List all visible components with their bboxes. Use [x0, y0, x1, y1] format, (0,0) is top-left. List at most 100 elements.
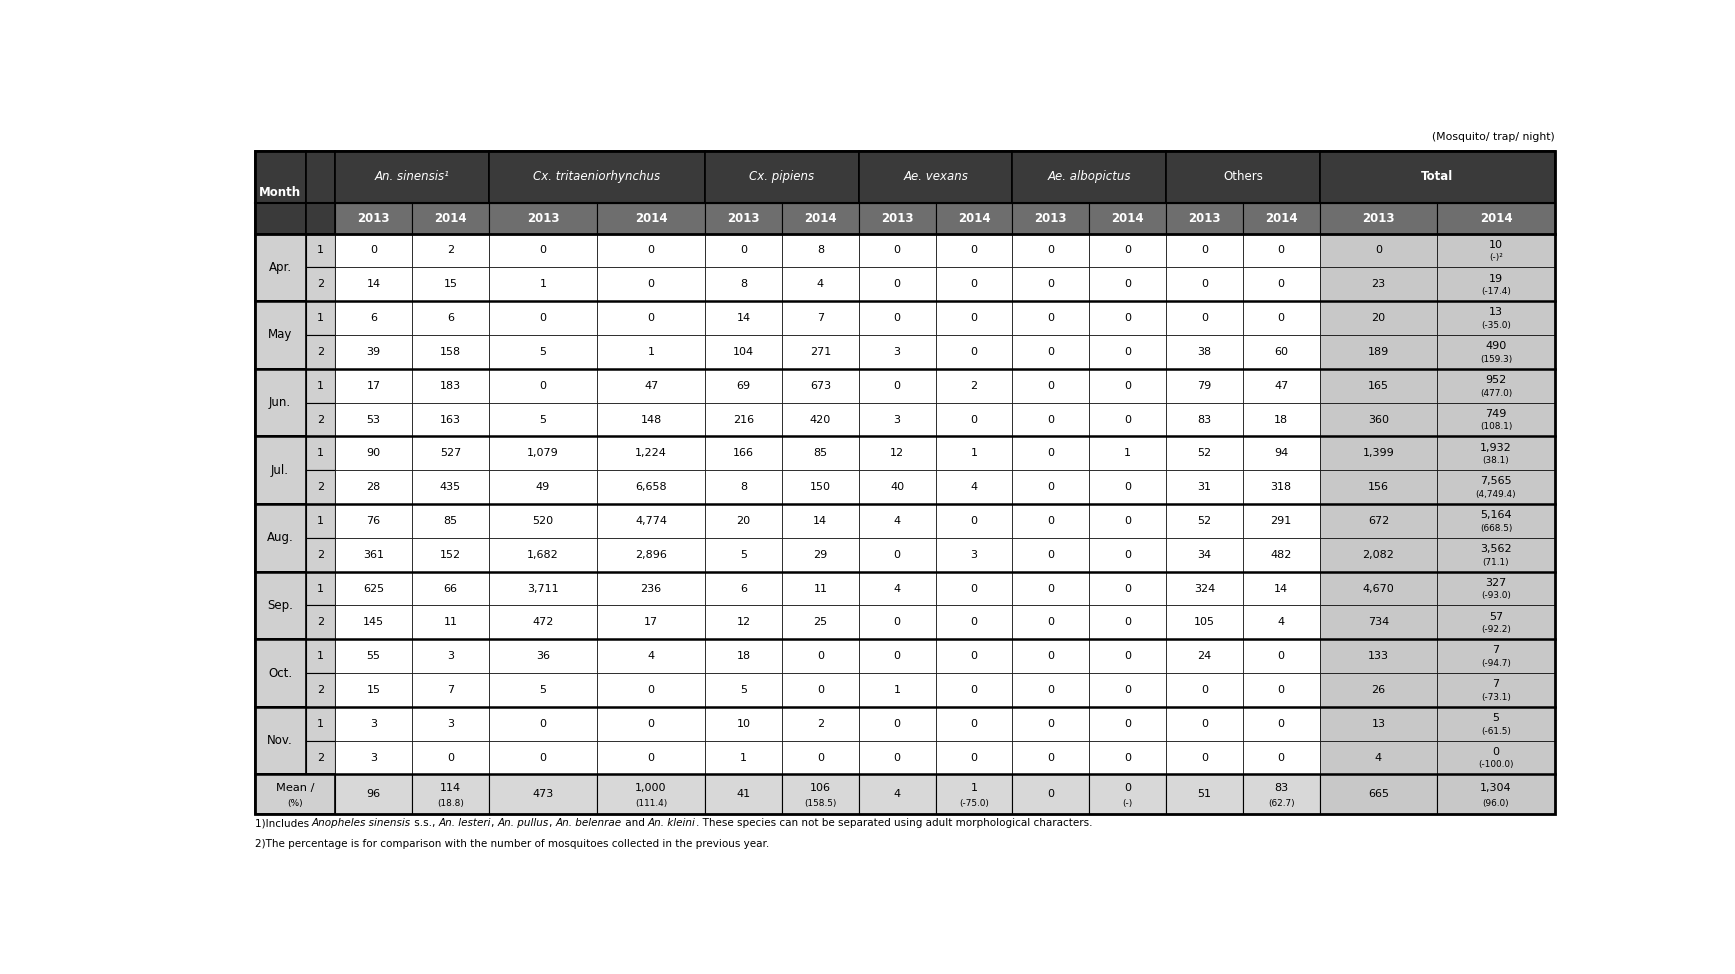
Text: 0: 0	[894, 313, 900, 323]
Bar	[782, 504, 859, 538]
Text: 8: 8	[817, 245, 824, 255]
Text: 38: 38	[1197, 347, 1211, 356]
Text: 0: 0	[1048, 719, 1055, 729]
Text: 0: 0	[1374, 245, 1381, 255]
Bar	[411, 470, 489, 504]
Text: 0: 0	[1201, 753, 1208, 763]
Text: 0: 0	[970, 415, 977, 425]
Text: 0: 0	[370, 245, 376, 255]
Text: 8: 8	[741, 482, 748, 492]
Text: 0: 0	[540, 313, 547, 323]
Text: 2: 2	[318, 685, 324, 694]
Text: 1,079: 1,079	[527, 448, 559, 459]
Bar	[704, 572, 782, 606]
Text: Month: Month	[259, 186, 302, 199]
Text: 145: 145	[363, 618, 383, 627]
Bar	[1437, 301, 1555, 335]
Text: 0: 0	[1048, 516, 1055, 526]
Text: 7: 7	[448, 685, 455, 694]
Bar	[597, 335, 704, 369]
Bar	[1437, 572, 1555, 606]
Bar	[1320, 572, 1437, 606]
Bar	[935, 369, 1013, 402]
Text: 0: 0	[1124, 651, 1131, 661]
Bar	[1013, 774, 1090, 814]
Bar	[1166, 504, 1242, 538]
Bar	[859, 151, 1013, 203]
Text: 1,932: 1,932	[1480, 442, 1511, 453]
Text: 7: 7	[817, 313, 824, 323]
Text: 3: 3	[894, 347, 900, 356]
Text: 69: 69	[736, 381, 751, 391]
Text: Sep.: Sep.	[267, 599, 293, 612]
Text: 0: 0	[1277, 753, 1284, 763]
Text: 490: 490	[1485, 341, 1506, 352]
Text: 2013: 2013	[1034, 211, 1067, 225]
Bar	[859, 436, 935, 470]
Bar	[1242, 335, 1320, 369]
Text: 96: 96	[366, 789, 380, 800]
Text: 2013: 2013	[1188, 211, 1221, 225]
Text: 672: 672	[1367, 516, 1390, 526]
Bar	[704, 151, 859, 203]
Text: 0: 0	[1124, 685, 1131, 694]
Text: 0: 0	[894, 381, 900, 391]
Bar	[1090, 740, 1166, 774]
Text: 41: 41	[736, 789, 751, 800]
Text: 0: 0	[970, 583, 977, 593]
Text: 2014: 2014	[1265, 211, 1298, 225]
Text: 0: 0	[894, 618, 900, 627]
Bar	[1320, 203, 1437, 234]
Bar	[411, 673, 489, 707]
Text: 0: 0	[1277, 245, 1284, 255]
Text: 156: 156	[1367, 482, 1390, 492]
Bar	[489, 673, 597, 707]
Bar	[704, 301, 782, 335]
Text: (18.8): (18.8)	[437, 799, 463, 807]
Bar	[335, 335, 411, 369]
Bar	[1242, 673, 1320, 707]
Bar	[1013, 402, 1090, 436]
Bar	[704, 538, 782, 572]
Text: 2014: 2014	[635, 211, 668, 225]
Text: 5: 5	[540, 415, 547, 425]
Text: (62.7): (62.7)	[1268, 799, 1294, 807]
Text: 324: 324	[1194, 583, 1214, 593]
Text: Others: Others	[1223, 170, 1263, 183]
Text: 1: 1	[894, 685, 900, 694]
Text: 5: 5	[540, 685, 547, 694]
Text: (-73.1): (-73.1)	[1482, 693, 1511, 702]
Text: 83: 83	[1197, 415, 1211, 425]
Bar	[935, 606, 1013, 639]
Text: 0: 0	[1277, 313, 1284, 323]
Bar	[597, 369, 704, 402]
Bar	[1013, 504, 1090, 538]
Text: 0: 0	[1124, 313, 1131, 323]
Text: ,: ,	[491, 818, 498, 828]
Text: 1,682: 1,682	[527, 549, 559, 560]
Text: 3: 3	[370, 753, 376, 763]
Bar	[597, 673, 704, 707]
Text: 0: 0	[1201, 719, 1208, 729]
Bar	[935, 707, 1013, 740]
Text: 0: 0	[894, 719, 900, 729]
Bar	[782, 335, 859, 369]
Bar	[597, 301, 704, 335]
Bar	[1090, 504, 1166, 538]
Bar	[859, 538, 935, 572]
Text: 0: 0	[817, 651, 824, 661]
Text: (-94.7): (-94.7)	[1482, 659, 1511, 668]
Bar	[859, 572, 935, 606]
Text: (-61.5): (-61.5)	[1482, 727, 1511, 735]
Text: (71.1): (71.1)	[1483, 558, 1509, 567]
Text: 2)The percentage is for comparison with the number of mosquitoes collected in th: 2)The percentage is for comparison with …	[255, 840, 769, 849]
Bar	[782, 707, 859, 740]
Text: 527: 527	[439, 448, 462, 459]
Bar	[1320, 740, 1437, 774]
Bar	[1166, 203, 1242, 234]
Bar	[1242, 268, 1320, 301]
Bar	[782, 572, 859, 606]
Bar	[1437, 606, 1555, 639]
Text: 0: 0	[1048, 789, 1055, 800]
Bar	[859, 301, 935, 335]
